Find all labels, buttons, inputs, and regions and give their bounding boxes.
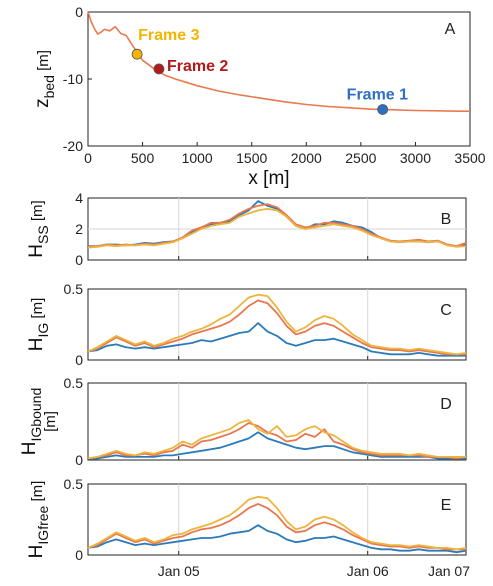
y-axis-label-subscript: SS bbox=[35, 225, 51, 244]
y-axis-label-subscript: IG bbox=[35, 323, 51, 338]
x-tick-label: Jan 05 bbox=[158, 563, 200, 579]
plot-frame bbox=[87, 11, 471, 147]
y-tick-label: 0 bbox=[75, 4, 83, 20]
y-axis-label-subscript: IGfree bbox=[35, 505, 51, 544]
y-tick-label: -10 bbox=[63, 71, 83, 87]
x-tick-label: 2500 bbox=[345, 150, 376, 166]
x-axis-label: x [m] bbox=[248, 168, 289, 189]
x-tick-label: 0 bbox=[84, 150, 92, 166]
series-line bbox=[87, 322, 466, 357]
series-line bbox=[88, 431, 466, 460]
frame-marker bbox=[131, 48, 143, 60]
panel-letter: A bbox=[445, 21, 456, 38]
panel-e: 0 0.5 E HIGfree [m] Jan 05 Jan 06 Jan 07 bbox=[26, 476, 470, 579]
x-tick-label: 1500 bbox=[236, 150, 267, 166]
y-axis-label-unit: [m] bbox=[29, 481, 46, 506]
y-tick-label: 0.5 bbox=[64, 375, 84, 391]
x-tick-label: 3000 bbox=[400, 150, 431, 166]
panel-letter: B bbox=[441, 211, 452, 228]
panel-letter: E bbox=[441, 497, 452, 514]
y-tick-label: 4 bbox=[75, 190, 83, 206]
frame-label: Frame 1 bbox=[347, 86, 408, 103]
series-line bbox=[87, 11, 470, 112]
y-tick-label: -20 bbox=[63, 138, 83, 154]
y-tick-label: 0.5 bbox=[64, 281, 84, 297]
frame-label: Frame 3 bbox=[138, 27, 199, 44]
series-line bbox=[87, 299, 466, 356]
series-line bbox=[87, 207, 467, 249]
y-axis-label-unit: [m] bbox=[42, 411, 59, 432]
series-line bbox=[87, 293, 467, 356]
panel-c: 0 0.5 C HIG [m] bbox=[26, 281, 467, 368]
x-tick-label: 3500 bbox=[454, 150, 485, 166]
y-axis-label-main: z bbox=[32, 98, 53, 108]
panel-letter: C bbox=[440, 302, 452, 319]
x-tick-label: 500 bbox=[131, 150, 155, 166]
y-tick-label: 0 bbox=[75, 452, 83, 468]
y-axis-label: zbed [m] bbox=[32, 50, 57, 108]
y-axis-label: HIG [m] bbox=[26, 298, 51, 352]
y-tick-label: 0.5 bbox=[64, 476, 84, 492]
series-line bbox=[87, 422, 467, 460]
x-tick-label: 2000 bbox=[291, 150, 322, 166]
series-line bbox=[87, 495, 467, 551]
y-axis-label: HSS [m] bbox=[26, 200, 51, 257]
frame-marker bbox=[153, 63, 165, 75]
y-axis-label-unit: [m] bbox=[29, 200, 46, 225]
y-tick-label: 0 bbox=[75, 252, 83, 268]
y-axis-label-unit: [m] bbox=[29, 298, 46, 323]
panel-a: 0-10-200 500 1000 1500 2000 2500 3000 3500Frame… bbox=[32, 4, 486, 189]
y-axis-label-unit: [m] bbox=[35, 50, 52, 75]
panel-b: 0 2 4 B HSS [m] bbox=[26, 190, 467, 268]
frame-label: Frame 2 bbox=[167, 58, 228, 75]
x-tick-label: Jan 07 bbox=[428, 563, 470, 579]
panel-letter: D bbox=[440, 396, 452, 413]
y-tick-label: 0 bbox=[75, 352, 83, 368]
y-axis-label-main: H bbox=[26, 545, 47, 559]
y-axis-label-subscript: bed bbox=[41, 75, 57, 98]
series-line bbox=[87, 502, 466, 551]
series-line bbox=[87, 524, 467, 554]
y-axis-label-main: H bbox=[26, 338, 47, 352]
x-tick-label: Jan 06 bbox=[347, 563, 389, 579]
y-axis-label: HIGfree [m] bbox=[26, 481, 51, 559]
plot-frame bbox=[87, 382, 467, 461]
frame-marker bbox=[377, 104, 389, 115]
y-axis-label: HIGbound bbox=[19, 388, 44, 455]
y-tick-label: 0 bbox=[75, 547, 83, 563]
y-axis-label-subscript: IGbound bbox=[28, 388, 44, 442]
y-axis-label-main: H bbox=[19, 441, 40, 455]
y-axis-label-main: H bbox=[26, 244, 47, 258]
panel-d: 0 0.5 D HIGbound[m] bbox=[19, 375, 467, 468]
y-tick-label: 2 bbox=[75, 221, 83, 237]
x-tick-label: 1000 bbox=[182, 150, 213, 166]
series-line bbox=[87, 419, 466, 460]
